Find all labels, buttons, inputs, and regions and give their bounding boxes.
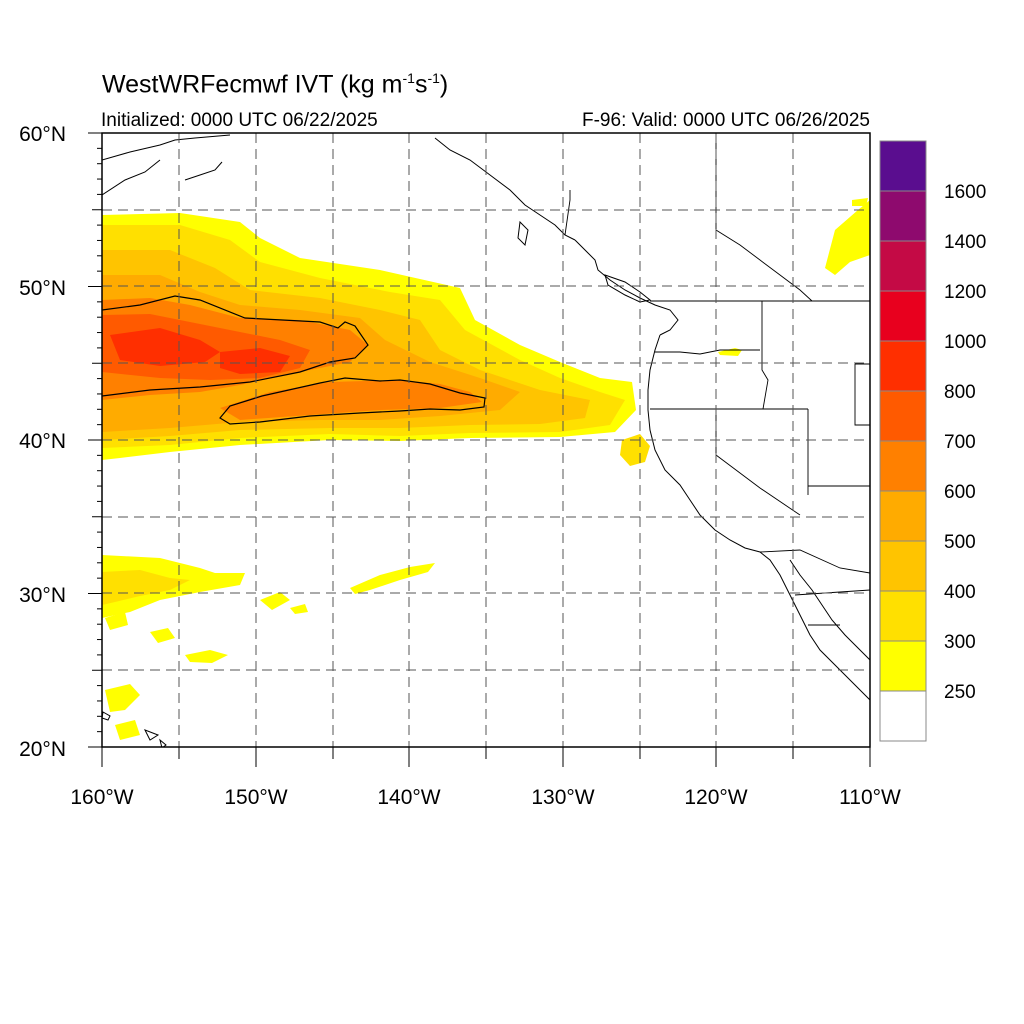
ivt-250-islands-e xyxy=(115,720,140,740)
lat-axis-labels: 60°N 50°N 40°N 30°N 20°N xyxy=(19,123,66,761)
map-title: WestWRFecmwf IVT (kg m-1s-1) xyxy=(102,70,449,99)
ivt-800-contour xyxy=(110,328,220,366)
ivt-250-islands-g xyxy=(105,612,128,630)
lat-label: 20°N xyxy=(19,738,66,761)
colorbar-label: 400 xyxy=(944,582,976,603)
ivt-250-oregon xyxy=(718,348,742,356)
lat-label: 30°N xyxy=(19,584,66,607)
lon-label: 110°W xyxy=(839,786,901,809)
colorbar-label: 250 xyxy=(944,682,976,703)
colorbar-swatch xyxy=(879,240,927,292)
lon-label: 160°W xyxy=(70,786,133,809)
lon-label: 120°W xyxy=(684,786,747,809)
coastlines xyxy=(102,134,870,747)
valid-time: F-96: Valid: 0000 UTC 06/26/2025 xyxy=(582,110,870,131)
colorbar-label: 1200 xyxy=(944,282,986,303)
colorbar xyxy=(879,140,927,742)
colorbar-label: 500 xyxy=(944,532,976,553)
ivt-field xyxy=(102,198,870,740)
lat-label: 60°N xyxy=(19,123,66,146)
colorbar-swatch xyxy=(879,490,927,542)
canada-coast xyxy=(574,239,679,336)
lon-label: 130°W xyxy=(531,786,594,809)
ivt-250-islands-a xyxy=(260,592,290,610)
colorbar-swatch xyxy=(879,140,927,192)
lat-label: 40°N xyxy=(19,430,66,453)
ivt-contour-line-south xyxy=(219,377,486,425)
lon-label: 140°W xyxy=(377,786,440,809)
lon-label: 150°W xyxy=(224,786,287,809)
colorbar-swatch xyxy=(879,390,927,442)
ivt-250-north xyxy=(825,200,870,275)
ivt-250-islands-d xyxy=(105,684,140,712)
ivt-contour-line-north xyxy=(102,295,369,397)
ivt-800-contour-b xyxy=(220,348,290,374)
lon-axis-labels: 160°W 150°W 140°W 130°W 120°W 110°W xyxy=(70,786,901,809)
initialized-time: Initialized: 0000 UTC 06/22/2025 xyxy=(101,110,378,131)
mt-wy-border xyxy=(854,363,870,426)
colorbar-label: 1600 xyxy=(944,182,986,203)
ivt-250-streak xyxy=(350,563,435,594)
colorbar-label: 800 xyxy=(944,382,976,403)
colorbar-swatch xyxy=(879,540,927,592)
graticule xyxy=(102,133,870,747)
colorbar-swatch xyxy=(879,440,927,492)
colorbar-swatch xyxy=(879,690,927,742)
colorbar-label: 700 xyxy=(944,432,976,453)
bc-yukon-border xyxy=(564,190,571,236)
colorbar-swatch xyxy=(879,590,927,642)
ivt-600-contour-south xyxy=(220,380,482,420)
ca-nv-border xyxy=(715,409,801,516)
ivt-250-islands-f xyxy=(290,604,308,614)
colorbar-label: 300 xyxy=(944,632,976,653)
colorbar-swatch xyxy=(879,640,927,692)
colorbar-swatch xyxy=(879,190,927,242)
us-west-coast xyxy=(647,334,870,701)
ivt-300-subtropical xyxy=(102,570,190,605)
ivt-250-blob xyxy=(620,434,650,466)
colorbar-swatch xyxy=(879,340,927,392)
queen-charlotte xyxy=(517,220,529,247)
colorbar-labels: 1600 1400 1200 1000 800 700 600 500 400 … xyxy=(944,182,986,703)
alaska-coast xyxy=(102,134,576,241)
ivt-250-islands-c xyxy=(150,628,175,643)
colorbar-label: 1000 xyxy=(944,332,986,353)
axis-ticks xyxy=(88,132,871,767)
vancouver-island xyxy=(604,274,652,303)
wa-or-border xyxy=(655,349,760,355)
us-mexico-border xyxy=(759,549,870,574)
colorbar-swatch xyxy=(879,290,927,342)
idaho-border xyxy=(761,301,769,410)
baja-inner-coast xyxy=(789,559,870,661)
sonora-border xyxy=(794,589,870,626)
lat-label: 50°N xyxy=(19,277,66,300)
colorbar-label: 600 xyxy=(944,482,976,503)
ivt-250-islands-b xyxy=(185,650,228,663)
colorbar-label: 1400 xyxy=(944,232,986,253)
alberta-bc-border xyxy=(715,135,813,302)
ivt-250-north-b xyxy=(852,198,868,206)
